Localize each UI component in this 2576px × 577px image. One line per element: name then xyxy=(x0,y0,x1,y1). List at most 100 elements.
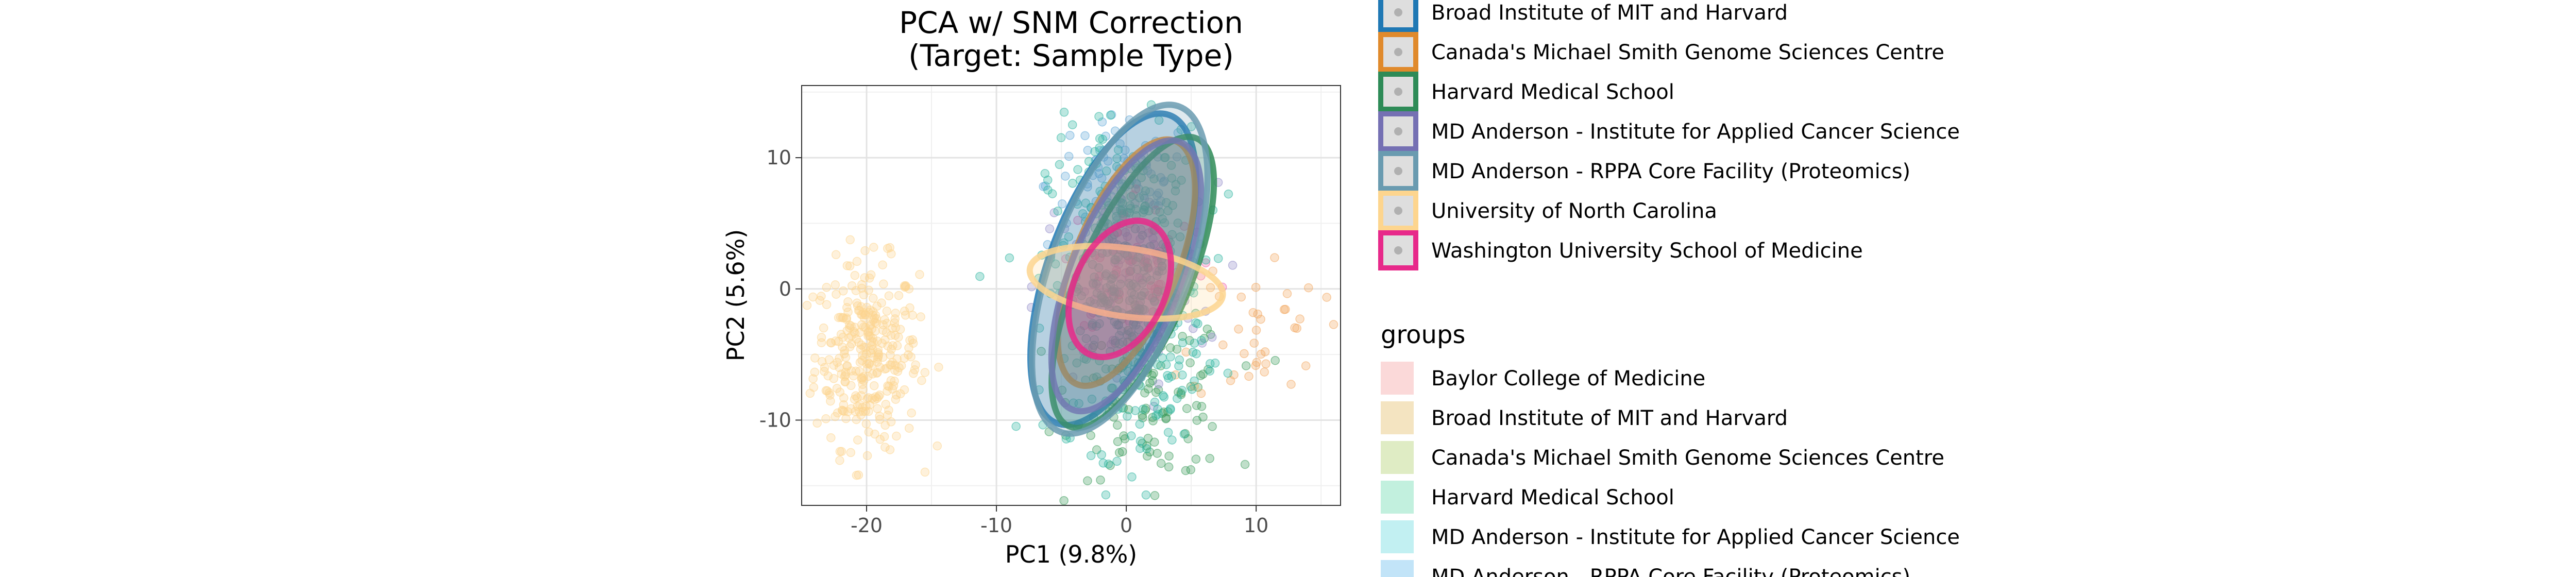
data-point xyxy=(1168,201,1177,210)
data-point xyxy=(839,393,849,403)
data-point xyxy=(1181,347,1191,357)
data-point xyxy=(1178,370,1187,380)
confidence-ellipse xyxy=(1029,101,1211,437)
data-point xyxy=(873,404,882,413)
data-point xyxy=(1086,297,1095,307)
confidence-ellipse xyxy=(1065,217,1175,361)
legend-group-entry: MD Anderson - Institute for Applied Canc… xyxy=(1381,520,1960,553)
data-point xyxy=(1090,273,1099,282)
data-point xyxy=(1043,175,1053,185)
data-point xyxy=(1083,145,1093,155)
data-point xyxy=(846,381,856,391)
data-point xyxy=(829,374,839,383)
data-point xyxy=(867,337,876,346)
legend-key-point xyxy=(1394,48,1402,56)
data-point xyxy=(1138,404,1148,414)
data-point xyxy=(1136,253,1145,263)
data-point xyxy=(1208,422,1217,431)
data-point xyxy=(826,396,835,406)
data-point xyxy=(850,395,859,404)
data-point xyxy=(824,388,834,398)
data-point xyxy=(1249,338,1259,348)
data-point xyxy=(1236,292,1246,302)
data-point xyxy=(1136,436,1145,446)
data-point xyxy=(1125,208,1134,217)
data-point xyxy=(842,361,852,370)
data-point xyxy=(862,394,872,403)
data-point xyxy=(1153,449,1162,458)
data-point xyxy=(1127,472,1137,482)
data-point xyxy=(1178,332,1187,341)
data-point xyxy=(846,448,856,457)
data-point xyxy=(802,300,812,310)
data-point xyxy=(1040,169,1050,178)
data-point xyxy=(1106,110,1115,120)
data-point xyxy=(1140,388,1149,398)
data-point xyxy=(866,320,875,329)
data-point xyxy=(1158,353,1167,363)
legend-group-entry: MD Anderson - RPPA Core Facility (Proteo… xyxy=(1381,560,1910,577)
data-point xyxy=(842,326,852,335)
data-point xyxy=(835,353,844,363)
data-point xyxy=(1011,421,1021,431)
data-point xyxy=(831,250,841,260)
data-point xyxy=(831,336,840,346)
legend-group-entry: Canada's Michael Smith Genome Sciences C… xyxy=(1381,441,1944,474)
data-point xyxy=(824,355,834,365)
data-point xyxy=(831,280,840,290)
y-tick-label: -10 xyxy=(759,409,791,431)
data-point xyxy=(1213,253,1223,263)
data-point xyxy=(1251,282,1261,292)
data-point xyxy=(812,418,822,428)
legend-group-label: Harvard Medical School xyxy=(1431,486,1674,510)
data-point xyxy=(870,429,879,439)
data-point xyxy=(1039,182,1048,191)
data-point xyxy=(1123,232,1132,241)
data-point xyxy=(1190,376,1199,386)
data-point xyxy=(855,358,865,367)
data-point xyxy=(905,303,914,313)
data-point xyxy=(1173,394,1182,403)
data-point xyxy=(864,285,873,295)
data-point xyxy=(887,249,896,259)
data-point xyxy=(1127,431,1136,440)
data-point xyxy=(1073,165,1082,174)
data-point xyxy=(869,381,879,391)
data-point xyxy=(908,338,918,348)
data-point xyxy=(847,281,857,291)
legend-group-swatch xyxy=(1381,401,1414,434)
data-point xyxy=(1138,230,1147,240)
data-point xyxy=(1251,326,1261,335)
data-point xyxy=(1161,360,1171,369)
data-point xyxy=(1065,131,1075,140)
data-point xyxy=(864,327,873,336)
legend-group-entry: Harvard Medical School xyxy=(1381,481,1674,514)
data-point xyxy=(866,270,876,280)
data-point xyxy=(904,423,914,433)
data-point xyxy=(884,405,893,415)
data-point xyxy=(1107,275,1116,284)
data-point xyxy=(875,415,885,424)
data-point xyxy=(1256,349,1266,359)
data-point xyxy=(1146,169,1156,179)
data-point xyxy=(863,371,873,381)
data-point xyxy=(1148,416,1158,426)
data-point xyxy=(1167,174,1177,183)
data-point xyxy=(833,358,842,367)
data-point xyxy=(880,364,890,374)
data-point xyxy=(826,338,836,348)
data-point xyxy=(1150,297,1159,307)
data-point xyxy=(1150,397,1160,407)
data-point xyxy=(1181,466,1191,476)
axes: -20 -10 0 10 -10 0 10 xyxy=(759,146,1268,537)
legend-group-entry: Baylor College of Medicine xyxy=(1381,362,1705,395)
legend-label: Broad Institute of MIT and Harvard xyxy=(1431,1,1788,25)
data-point xyxy=(823,371,833,381)
data-point xyxy=(862,451,872,461)
x-tick-label: -20 xyxy=(851,514,883,537)
data-point xyxy=(874,350,884,360)
data-point xyxy=(1134,184,1144,194)
x-tick-label: 0 xyxy=(1120,514,1132,537)
data-point xyxy=(1092,288,1102,298)
legend-key-point xyxy=(1394,127,1402,135)
